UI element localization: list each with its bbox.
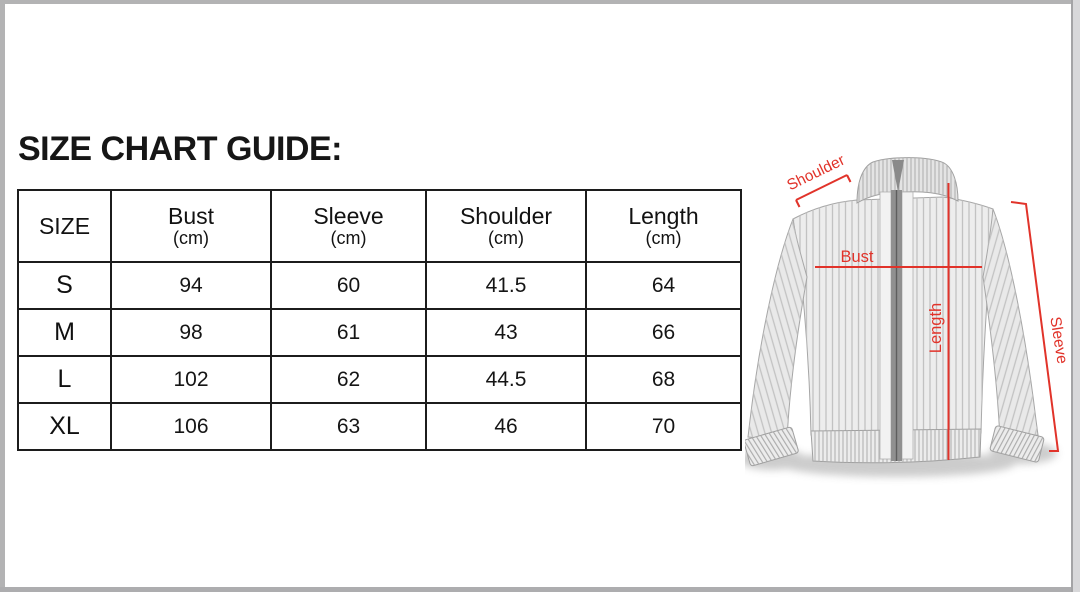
- page-border-right: [1071, 0, 1080, 592]
- bust-value: 106: [110, 402, 272, 451]
- column-unit: (cm): [645, 228, 682, 249]
- table-row: S 94 60 41.5 64: [17, 261, 742, 310]
- length-value: 70: [585, 402, 742, 451]
- size-label: S: [17, 261, 112, 310]
- sweater-illustration-svg: Shoulder Bust Length Sleeve: [738, 152, 1071, 477]
- size-label: M: [17, 308, 112, 357]
- sweater-body-group: [743, 157, 1045, 467]
- length-value: 66: [585, 308, 742, 357]
- table-row: M 98 61 43 66: [17, 308, 742, 357]
- column-unit: (cm): [173, 228, 209, 249]
- sleeve-value: 61: [270, 308, 427, 357]
- column-header-bust: Bust (cm): [110, 189, 272, 263]
- size-label: L: [17, 355, 112, 404]
- bust-value: 94: [110, 261, 272, 310]
- shoulder-value: 44.5: [425, 355, 587, 404]
- shoulder-measure-label: Shoulder: [784, 152, 847, 194]
- table-header-row: SIZE Bust (cm) Sleeve (cm) Shoulder (cm) Le…: [17, 189, 742, 263]
- column-label: SIZE: [38, 212, 91, 239]
- page-title: SIZE CHART GUIDE:: [18, 130, 342, 168]
- sleeve-measure-label: Sleeve: [1046, 316, 1070, 365]
- right-sleeve-rib-texture: [983, 209, 1038, 440]
- page-border-top: [0, 0, 1080, 4]
- column-label: Sleeve: [313, 202, 384, 229]
- shoulder-measure-tick-right: [846, 174, 852, 183]
- size-label: XL: [17, 402, 112, 451]
- sleeve-value: 60: [270, 261, 427, 310]
- table-row: XL 106 63 46 70: [17, 402, 742, 451]
- column-header-size: SIZE: [17, 189, 112, 263]
- column-unit: (cm): [330, 228, 367, 249]
- shoulder-value: 41.5: [425, 261, 587, 310]
- column-label: Bust: [167, 202, 215, 229]
- collar-notch: [892, 160, 904, 192]
- shoulder-measure-line: [795, 174, 848, 201]
- column-header-sleeve: Sleeve (cm): [270, 189, 427, 263]
- length-measure-label: Length: [927, 303, 945, 353]
- page-border-left: [0, 0, 5, 592]
- bust-measure-label: Bust: [840, 248, 873, 266]
- table-row: L 102 62 44.5 68: [17, 355, 742, 404]
- column-unit: (cm): [488, 228, 524, 249]
- left-sleeve-rib-texture: [748, 219, 807, 441]
- length-value: 68: [585, 355, 742, 404]
- sweater-right-cuff: [989, 425, 1045, 463]
- column-label: Length: [628, 202, 699, 229]
- sleeve-value: 63: [270, 402, 427, 451]
- sleeve-measure-line: [1010, 201, 1060, 452]
- sweater-diagram: Shoulder Bust Length Sleeve: [738, 115, 1075, 505]
- size-chart-table: SIZE Bust (cm) Sleeve (cm) Shoulder (cm) Le…: [17, 189, 742, 451]
- placket-left-trim: [879, 191, 892, 460]
- shoulder-value: 46: [425, 402, 587, 451]
- page-border-bottom: [0, 587, 1080, 592]
- shoulder-measure-tick-left: [795, 199, 801, 208]
- shoulder-value: 43: [425, 308, 587, 357]
- measurement-annotations: [795, 174, 1060, 460]
- bust-value: 98: [110, 308, 272, 357]
- sweater-left-cuff: [743, 426, 799, 467]
- column-header-length: Length (cm): [585, 189, 742, 263]
- column-header-shoulder: Shoulder (cm): [425, 189, 587, 263]
- column-label: Shoulder: [459, 202, 553, 229]
- length-value: 64: [585, 261, 742, 310]
- placket-right-trim: [901, 191, 914, 460]
- bust-value: 102: [110, 355, 272, 404]
- sleeve-value: 62: [270, 355, 427, 404]
